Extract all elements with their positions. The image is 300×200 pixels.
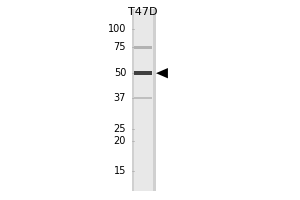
Polygon shape [156,68,168,78]
Bar [134,46,152,49]
Text: 37: 37 [114,93,126,103]
Bar [134,9,153,191]
Text: 25: 25 [114,124,126,134]
Text: 20: 20 [114,136,126,146]
Text: 15: 15 [114,166,126,176]
Text: 50: 50 [114,68,126,78]
Bar [134,71,152,75]
Text: 75: 75 [114,42,126,52]
Bar [134,97,152,99]
Text: 100: 100 [108,24,126,34]
Bar [132,9,156,191]
Text: T47D: T47D [128,7,158,17]
